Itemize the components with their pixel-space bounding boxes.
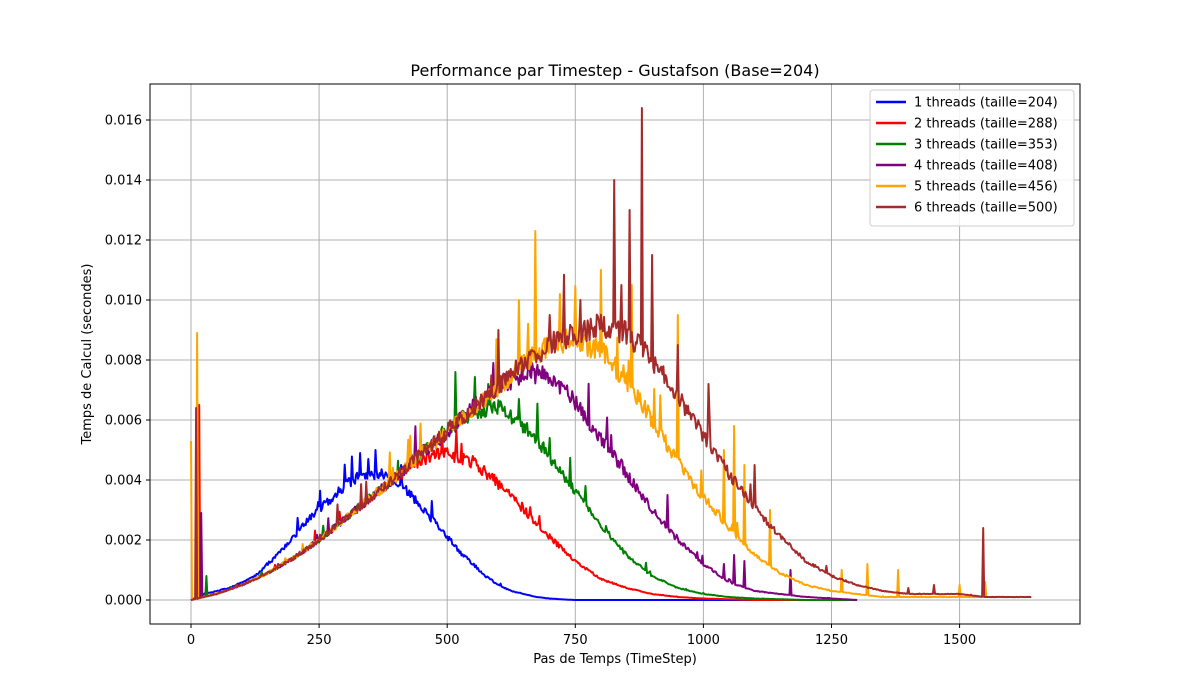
y-tick-label: 0.010 [105, 294, 142, 309]
x-tick-label: 1250 [815, 633, 848, 648]
y-tick-label: 0.008 [105, 354, 142, 369]
y-tick-label: 0.016 [105, 114, 142, 129]
legend-label: 1 threads (taille=204) [914, 96, 1058, 111]
legend-label: 5 threads (taille=456) [914, 180, 1058, 195]
legend-box [869, 89, 1075, 227]
chart-title: Performance par Timestep - Gustafson (Ba… [410, 61, 819, 80]
legend-label: 2 threads (taille=288) [914, 117, 1058, 132]
x-tick-label: 0 [187, 633, 195, 648]
y-tick-label: 0.012 [105, 234, 142, 249]
series-line [190, 107, 1032, 601]
y-axis-label: Temps de Calcul (secondes) [80, 264, 95, 446]
y-tick-label: 0.002 [105, 534, 142, 549]
axis-ticks: 0 250 500 750 1000 1250 1500 0.000 0.002 0.004 0.0… [105, 114, 976, 649]
x-tick-label: 750 [563, 633, 588, 648]
x-tick-label: 1500 [943, 633, 976, 648]
legend-label: 4 threads (taille=408) [914, 159, 1058, 174]
x-axis-label: Pas de Temps (TimeStep) [533, 652, 697, 667]
x-tick-label: 1000 [687, 633, 720, 648]
x-tick-label: 250 [307, 633, 332, 648]
series-lines [190, 107, 1032, 601]
y-tick-label: 0.000 [105, 594, 142, 609]
series-line [190, 449, 806, 601]
legend-label: 6 threads (taille=500) [914, 201, 1058, 216]
x-tick-label: 500 [435, 633, 460, 648]
y-tick-label: 0.006 [105, 414, 142, 429]
legend: 1 threads (taille=204) 2 threads (taille=… [869, 89, 1075, 227]
y-tick-label: 0.004 [105, 474, 142, 489]
legend-label: 3 threads (taille=353) [914, 138, 1058, 153]
plot-area [149, 83, 1081, 625]
y-tick-label: 0.014 [105, 174, 142, 189]
